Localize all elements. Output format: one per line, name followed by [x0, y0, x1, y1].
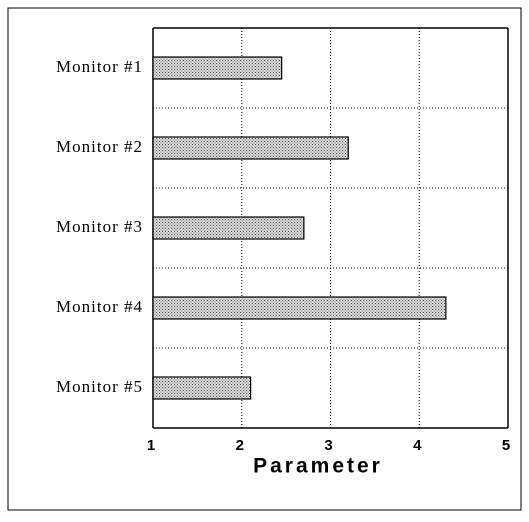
frame	[7, 7, 522, 511]
y-tick-label: Monitor #5	[56, 377, 143, 396]
bar	[152, 56, 283, 80]
y-tick-label: Monitor #3	[56, 217, 143, 236]
x-tick-label: 4	[413, 437, 422, 454]
x-tick-label: 1	[147, 437, 155, 454]
y-tick-label: Monitor #1	[56, 57, 143, 76]
x-tick-label: 5	[502, 437, 510, 454]
bar	[152, 296, 447, 320]
y-tick-label: Monitor #2	[56, 137, 143, 156]
y-tick-label: Monitor #4	[56, 297, 143, 316]
x-tick-label: 2	[236, 437, 244, 454]
x-axis-title: Parameter	[253, 455, 383, 478]
bar	[152, 136, 349, 160]
x-tick-label: 3	[324, 437, 332, 454]
bar	[152, 376, 252, 400]
bar	[152, 216, 305, 240]
